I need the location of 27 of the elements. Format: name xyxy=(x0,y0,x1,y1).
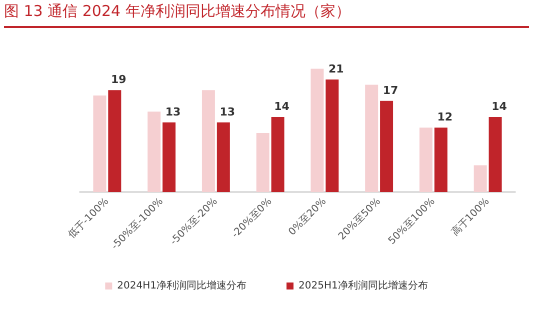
bar xyxy=(108,90,122,192)
bar xyxy=(365,84,378,192)
bar xyxy=(256,133,270,192)
data-label: 13 xyxy=(165,105,181,118)
bar xyxy=(271,116,284,192)
bar xyxy=(419,128,432,192)
bar xyxy=(488,116,502,192)
chart-title: 图 13 通信 2024 年净利润同比增速分布情况（家） xyxy=(4,2,350,21)
bar xyxy=(216,122,230,192)
data-label: 12 xyxy=(437,110,453,124)
bar xyxy=(162,122,176,192)
data-label: 21 xyxy=(328,62,344,76)
bar xyxy=(474,165,487,192)
legend-label: 2024H1净利润同比增速分布 xyxy=(117,280,247,292)
bar xyxy=(434,128,448,192)
bar xyxy=(310,68,324,192)
bar xyxy=(380,100,394,192)
data-label: 14 xyxy=(274,100,290,113)
bar xyxy=(202,90,215,192)
data-label: 19 xyxy=(111,73,126,86)
data-label: 14 xyxy=(492,100,508,113)
legend-label: 2025H1净利润同比增速分布 xyxy=(298,280,428,292)
bar xyxy=(148,112,161,192)
data-label: 17 xyxy=(382,84,398,97)
bar xyxy=(93,96,106,192)
bar xyxy=(326,79,339,192)
data-label: 13 xyxy=(220,105,236,118)
